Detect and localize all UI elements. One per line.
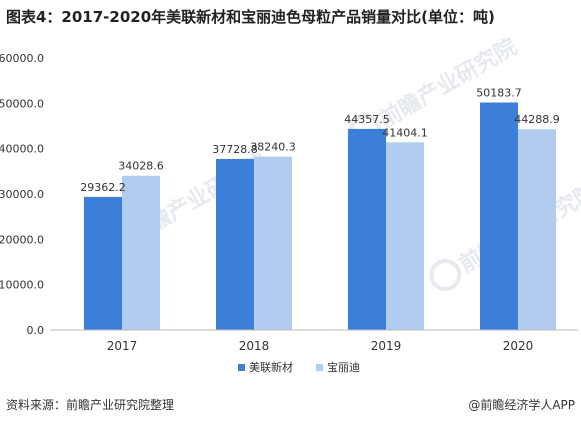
bar: [84, 196, 122, 330]
y-tick-label: 10000.0: [0, 279, 44, 292]
data-label: 37728.8: [212, 143, 258, 156]
y-tick-label: 50000.0: [0, 97, 44, 110]
bar: [480, 102, 518, 331]
data-label: 44357.5: [344, 113, 390, 126]
y-tick-label: 30000.0: [0, 188, 44, 201]
bar: [254, 156, 292, 330]
bar: [348, 128, 386, 330]
legend-label: 美联新材: [249, 360, 293, 374]
y-tick-label: 40000.0: [0, 143, 44, 156]
bar: [216, 158, 254, 330]
data-label: 50183.7: [476, 87, 522, 100]
source-note: 资料来源：前瞻产业研究院整理: [6, 398, 175, 412]
data-label: 34028.6: [118, 160, 164, 173]
data-label: 41404.1: [382, 126, 428, 139]
legend-label: 宝丽迪: [327, 360, 360, 374]
bar: [386, 142, 424, 330]
bar: [122, 175, 160, 330]
x-axis: 2017 2018 2019 2020: [50, 329, 578, 353]
legend-swatch: [238, 364, 245, 371]
legend: 美联新材 宝丽迪: [238, 360, 360, 374]
y-tick-label: 60000.0: [0, 52, 44, 65]
data-label: 44288.9: [514, 113, 560, 126]
chart-title: 图表4：2017-2020年美联新材和宝丽迪色母粒产品销量对比(单位：吨): [6, 8, 495, 26]
bars: [84, 102, 556, 331]
y-tick-label: 20000.0: [0, 233, 44, 246]
legend-swatch: [316, 364, 323, 371]
data-label: 38240.3: [250, 141, 296, 154]
x-tick-label: 2017: [107, 339, 138, 353]
x-tick-label: 2018: [239, 339, 270, 353]
y-tick-label: 0.0: [27, 324, 45, 337]
data-label: 29362.2: [80, 181, 126, 194]
x-tick-label: 2020: [503, 339, 534, 353]
y-axis: 0.0 10000.0 20000.0 30000.0 40000.0 50000.0 60…: [0, 52, 44, 337]
x-tick-label: 2019: [371, 339, 402, 353]
bar: [518, 129, 556, 330]
credit-note: @前瞻经济学人APP: [468, 398, 575, 412]
